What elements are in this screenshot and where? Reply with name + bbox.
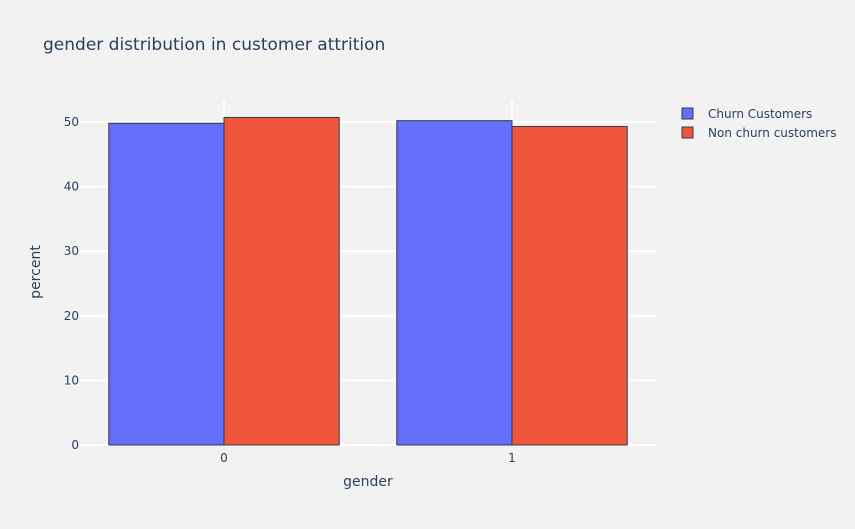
y-tick-layer: 0 10 20 30 40 50 <box>64 115 79 452</box>
bar-churn-0[interactable] <box>108 122 225 446</box>
y-tick-label: 0 <box>71 438 79 452</box>
legend-label: Churn Customers <box>708 107 812 121</box>
bar-non-churn-0[interactable] <box>223 116 340 446</box>
y-tick-label: 30 <box>64 244 79 258</box>
legend-item[interactable]: Churn Customers <box>681 107 812 121</box>
y-tick-label: 10 <box>64 373 79 387</box>
legend-label: Non churn customers <box>708 126 836 140</box>
x-axis-title: gender <box>343 474 393 490</box>
y-tick-label: 40 <box>64 180 79 194</box>
legend-swatch <box>681 126 694 139</box>
y-axis-title: percent <box>28 245 44 299</box>
x-tick-label: 1 <box>508 451 516 465</box>
bar-churn-1[interactable] <box>396 120 513 446</box>
bar-non-churn-1[interactable] <box>511 125 628 446</box>
bars-layer <box>108 116 628 446</box>
x-tick-label: 0 <box>220 451 228 465</box>
legend[interactable]: Churn Customers Non churn customers <box>681 107 836 140</box>
legend-item[interactable]: Non churn customers <box>681 126 836 140</box>
y-tick-label: 50 <box>64 115 79 129</box>
chart-title: gender distribution in customer attritio… <box>43 35 385 55</box>
legend-swatch <box>681 107 694 120</box>
y-tick-label: 20 <box>64 309 79 323</box>
